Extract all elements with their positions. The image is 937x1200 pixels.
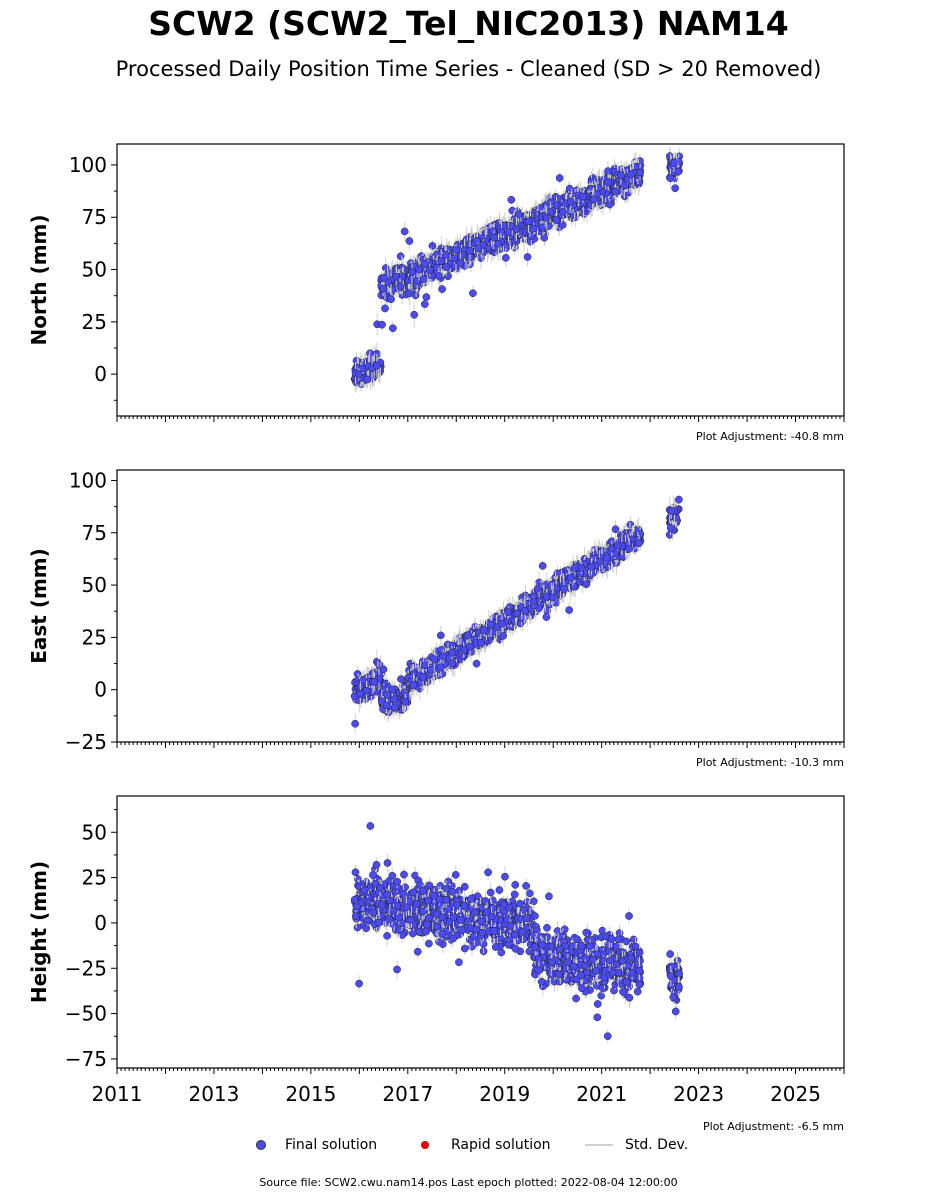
data-point — [473, 237, 481, 245]
y-tick-label: 50 — [82, 258, 107, 282]
data-point — [611, 187, 620, 196]
data-point — [456, 259, 465, 267]
y-tick-label: 25 — [82, 310, 107, 334]
data-point — [382, 701, 391, 710]
data-point — [566, 197, 575, 206]
data-point — [636, 168, 644, 177]
data-point — [490, 233, 498, 242]
data-point — [422, 293, 431, 301]
data-point — [540, 233, 549, 242]
data-point — [524, 217, 533, 226]
data-point — [389, 324, 397, 333]
data-point — [379, 285, 387, 293]
chart-subtitle: Processed Daily Position Time Series - C… — [115, 57, 822, 81]
data-point — [489, 227, 497, 236]
data-point — [415, 265, 423, 274]
data-point — [380, 274, 388, 282]
data-point — [671, 184, 680, 193]
data-point — [354, 370, 363, 379]
data-point — [369, 433, 376, 440]
data-point — [363, 375, 372, 384]
data-point — [381, 304, 389, 313]
data-point — [497, 228, 506, 236]
data-point — [529, 224, 538, 233]
data-point — [396, 282, 404, 291]
data-point — [579, 192, 587, 201]
data-point — [405, 237, 414, 245]
data-point — [452, 246, 460, 254]
panel-1: 0 25 50 75 100 North (mm) Plot Adjustment: -40… — [27, 143, 845, 443]
data-point — [390, 695, 398, 704]
data-point — [559, 207, 568, 216]
data-point — [370, 678, 379, 686]
data-point — [425, 266, 434, 274]
data-point — [558, 221, 567, 229]
data-point — [362, 686, 371, 695]
y-tick-label: 0 — [94, 362, 107, 386]
data-point — [604, 178, 613, 187]
data-point — [552, 201, 561, 209]
data-point — [397, 675, 405, 683]
data-point — [413, 277, 422, 285]
data-point — [514, 210, 523, 219]
data-point — [428, 242, 437, 250]
data-point — [501, 253, 510, 262]
data-point — [379, 665, 388, 674]
data-point — [444, 272, 452, 281]
data-points-1 — [350, 146, 684, 440]
y-tick-label: 100 — [69, 153, 107, 177]
data-point — [373, 361, 381, 370]
data-point — [666, 174, 675, 183]
data-point — [390, 703, 399, 712]
data-point — [507, 195, 516, 204]
data-point — [438, 285, 446, 293]
data-point — [387, 295, 395, 304]
data-point — [410, 310, 419, 319]
data-point — [356, 689, 365, 698]
data-point — [604, 167, 612, 175]
data-point — [512, 225, 521, 233]
data-point — [421, 259, 429, 268]
data-point — [400, 227, 409, 236]
data-point — [383, 691, 392, 699]
data-point — [433, 263, 442, 272]
data-point — [466, 247, 474, 255]
plot-frame — [116, 143, 845, 417]
data-point — [419, 275, 428, 284]
plot-adjustment-label: Plot Adjustment: -40.8 mm — [696, 430, 844, 443]
data-point — [469, 289, 477, 298]
data-point — [627, 170, 635, 179]
data-point — [437, 257, 445, 266]
chart-title: SCW2 (SCW2_Tel_NIC2013) NAM14 — [148, 4, 789, 43]
data-point — [590, 195, 598, 204]
data-point — [420, 300, 429, 308]
data-point — [542, 213, 551, 222]
data-point — [523, 253, 532, 261]
y-tick-label: 75 — [82, 205, 107, 229]
data-point — [381, 264, 390, 272]
data-point — [442, 263, 451, 271]
data-point — [552, 216, 561, 224]
data-point — [450, 254, 459, 263]
data-point — [442, 251, 451, 259]
data-point — [617, 171, 625, 180]
data-point — [405, 289, 414, 298]
data-point — [555, 174, 564, 182]
data-points-2 — [350, 495, 683, 734]
data-point — [434, 272, 443, 280]
data-point — [352, 356, 361, 365]
data-point — [670, 159, 678, 167]
data-point — [408, 268, 416, 277]
data-point — [674, 167, 682, 176]
data-point — [494, 239, 503, 248]
y-axis-label: North (mm) — [27, 214, 51, 345]
data-point — [378, 320, 386, 329]
data-point — [351, 719, 360, 728]
data-point — [396, 252, 405, 261]
data-point — [401, 698, 410, 706]
data-point — [474, 244, 482, 253]
